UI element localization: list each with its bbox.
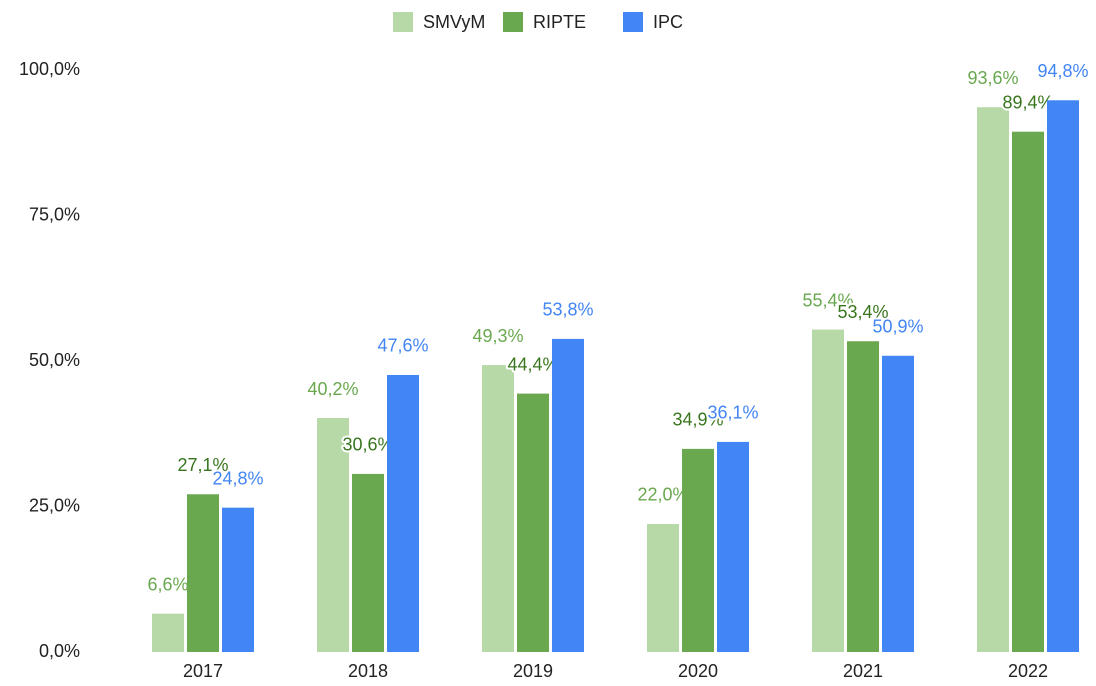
data-label: 53,8% <box>542 300 593 320</box>
bar <box>482 365 514 652</box>
data-label: 30,6% <box>342 435 393 455</box>
legend-label: IPC <box>653 12 683 32</box>
legend-swatch <box>623 12 643 32</box>
x-tick-label: 2022 <box>1008 661 1048 681</box>
data-label: 24,8% <box>212 468 263 488</box>
x-tick-label: 2018 <box>348 661 388 681</box>
x-tick-label: 2021 <box>843 661 883 681</box>
data-label: 53,4% <box>837 302 888 322</box>
data-label: 49,3% <box>472 326 523 346</box>
legend-label: RIPTE <box>533 12 586 32</box>
x-tick-label: 2017 <box>183 661 223 681</box>
data-label: 55,4% <box>802 290 853 310</box>
bar <box>682 448 714 652</box>
bar <box>317 418 349 652</box>
bar <box>1012 131 1044 652</box>
bar <box>152 613 184 652</box>
bar <box>387 374 419 652</box>
x-tick-label: 2020 <box>678 661 718 681</box>
data-label: 27,1% <box>177 455 228 475</box>
bar <box>647 523 679 652</box>
bar <box>847 341 879 652</box>
data-label: 40,2% <box>307 379 358 399</box>
y-tick-label: 0,0% <box>39 641 80 661</box>
x-tick-label: 2019 <box>513 661 553 681</box>
data-label: 89,4% <box>1002 92 1053 112</box>
data-label: 44,4% <box>507 354 558 374</box>
bar <box>717 441 749 652</box>
bar <box>517 393 549 652</box>
data-label: 36,1% <box>707 403 758 423</box>
data-label: 34,9% <box>672 410 723 430</box>
data-label: 6,6% <box>147 574 188 594</box>
data-label: 94,8% <box>1037 61 1088 81</box>
bar <box>552 338 584 652</box>
data-label: 93,6% <box>967 68 1018 88</box>
legend-swatch <box>393 12 413 32</box>
y-tick-label: 75,0% <box>29 204 80 224</box>
y-tick-label: 25,0% <box>29 495 80 515</box>
data-label: 47,6% <box>377 336 428 356</box>
y-tick-label: 100,0% <box>19 59 80 79</box>
legend-label: SMVyM <box>423 12 485 32</box>
y-tick-label: 50,0% <box>29 350 80 370</box>
bar <box>222 507 254 652</box>
bar <box>187 494 219 652</box>
bar <box>812 329 844 652</box>
bar <box>882 355 914 652</box>
bar <box>977 107 1009 653</box>
legend-swatch <box>503 12 523 32</box>
bar <box>1047 100 1079 653</box>
bar <box>352 473 384 652</box>
data-label: 22,0% <box>637 485 688 505</box>
data-label: 50,9% <box>872 317 923 337</box>
